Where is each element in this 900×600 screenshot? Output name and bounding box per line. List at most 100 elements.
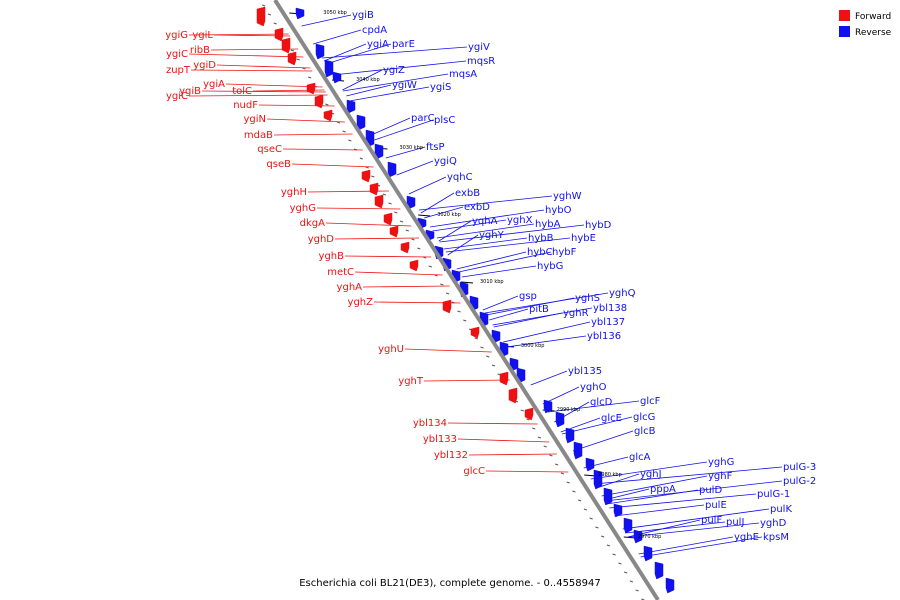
forward-gene-label: qseB xyxy=(266,159,291,170)
major-tick xyxy=(418,214,431,217)
minor-tick xyxy=(307,76,312,79)
minor-tick xyxy=(273,22,277,25)
reverse-gene-label: ygiZ xyxy=(383,65,405,76)
minor-tick xyxy=(618,562,622,565)
forward-gene-label: ybl134 xyxy=(413,418,447,429)
forward-gene-label: yghA xyxy=(337,282,363,293)
forward-leader-line xyxy=(188,33,289,36)
reverse-gene-label: pulK xyxy=(770,504,792,515)
reverse-leader-line xyxy=(627,522,760,538)
minor-tick xyxy=(342,130,346,133)
tick-label: 2980 kbp xyxy=(598,472,622,478)
tick-label: 2970 kbp xyxy=(638,534,662,540)
reverse-leader-line xyxy=(424,206,464,219)
minor-tick xyxy=(296,58,300,61)
minor-tick xyxy=(336,121,341,124)
minor-tick xyxy=(612,553,616,556)
forward-gene-label: ygiC xyxy=(166,91,188,102)
forward-gene-feature xyxy=(274,27,284,42)
reverse-gene-label: gsp xyxy=(519,291,537,302)
forward-gene-label: yghT xyxy=(398,376,424,387)
minor-tick xyxy=(583,508,588,511)
forward-leader-line xyxy=(325,222,412,227)
legend-swatch xyxy=(839,10,850,21)
forward-gene-label: ybl133 xyxy=(423,434,457,445)
minor-tick xyxy=(267,13,272,16)
reverse-leader-line xyxy=(432,219,507,232)
legend-label: Reverse xyxy=(855,28,892,38)
reverse-gene-label: kpsM xyxy=(763,532,789,543)
minor-tick xyxy=(486,355,490,358)
minor-tick xyxy=(428,265,432,268)
reverse-leader-line xyxy=(625,521,726,534)
reverse-gene-label: glcA xyxy=(629,452,651,463)
reverse-leader-line xyxy=(438,220,472,242)
reverse-leader-line xyxy=(590,461,708,480)
forward-gene-feature xyxy=(409,259,419,272)
reverse-gene-label: yqhA xyxy=(472,216,498,227)
reverse-leader-line xyxy=(443,237,528,250)
reverse-leader-line xyxy=(374,119,434,141)
reverse-gene-label: mqsA xyxy=(449,69,477,80)
reverse-gene-label: ybl137 xyxy=(591,317,625,328)
reverse-gene-label: ygiW xyxy=(392,80,417,91)
forward-gene-label: tolC xyxy=(232,86,252,97)
minor-tick xyxy=(440,283,444,286)
reverse-gene-label: yghJ xyxy=(640,469,662,480)
reverse-gene-label: hybB xyxy=(528,233,554,244)
tick-label: 3040 kbp xyxy=(356,77,380,83)
reverse-leader-line xyxy=(342,69,383,91)
reverse-leader-line xyxy=(445,237,571,253)
reverse-gene-feature xyxy=(643,545,653,562)
forward-leader-line xyxy=(316,207,401,210)
forward-gene-label: metC xyxy=(327,267,354,278)
reverse-gene-label: glcE xyxy=(601,413,622,424)
forward-leader-line xyxy=(266,118,345,123)
reverse-gene-label: ftsP xyxy=(426,142,445,153)
forward-leader-line xyxy=(468,453,557,456)
forward-gene-label: glcC xyxy=(463,466,485,477)
forward-gene-label: ygiD xyxy=(193,60,216,71)
forward-leader-line xyxy=(362,285,450,288)
minor-tick xyxy=(325,103,329,106)
reverse-gene-label: pulJ xyxy=(726,517,744,528)
minor-tick xyxy=(595,526,599,529)
minor-tick xyxy=(417,247,421,250)
reverse-leader-line xyxy=(332,60,467,76)
reverse-gene-label: yghG xyxy=(708,457,734,468)
reverse-leader-line xyxy=(547,400,640,413)
minor-tick xyxy=(394,211,398,214)
reverse-leader-line xyxy=(323,43,367,62)
forward-leader-line xyxy=(404,348,492,353)
minor-tick xyxy=(388,202,392,205)
forward-gene-label: zupT xyxy=(166,65,191,76)
minor-tick xyxy=(474,337,478,340)
forward-gene-label: yghH xyxy=(281,187,307,198)
reverse-gene-feature xyxy=(295,7,305,20)
reverse-gene-feature xyxy=(346,99,356,114)
reverse-gene-feature xyxy=(555,411,565,428)
reverse-gene-feature xyxy=(623,517,633,534)
minor-tick xyxy=(555,463,559,466)
gene-features xyxy=(256,6,675,594)
reverse-gene-feature xyxy=(593,469,603,490)
reverse-gene-label: glcB xyxy=(634,426,656,437)
reverse-gene-feature xyxy=(406,195,416,210)
forward-gene-feature xyxy=(524,407,534,421)
reverse-gene-label: ygiQ xyxy=(434,156,457,167)
forward-gene-feature xyxy=(400,241,410,254)
forward-gene-feature xyxy=(508,387,518,404)
reverse-gene-feature xyxy=(387,161,397,178)
minor-tick xyxy=(606,544,611,547)
reverse-gene-label: exbD xyxy=(464,202,490,213)
minor-tick xyxy=(348,139,352,142)
reverse-gene-label: pulG-2 xyxy=(783,476,816,487)
forward-leader-line xyxy=(188,53,304,58)
reverse-gene-label: pulG-1 xyxy=(757,489,790,500)
forward-gene-label: yghZ xyxy=(348,297,374,308)
reverse-gene-feature xyxy=(565,427,575,444)
minor-tick xyxy=(480,346,484,349)
reverse-leader-line xyxy=(601,475,708,497)
forward-leader-line xyxy=(334,237,419,240)
reverse-gene-label: pulG-3 xyxy=(783,462,816,473)
